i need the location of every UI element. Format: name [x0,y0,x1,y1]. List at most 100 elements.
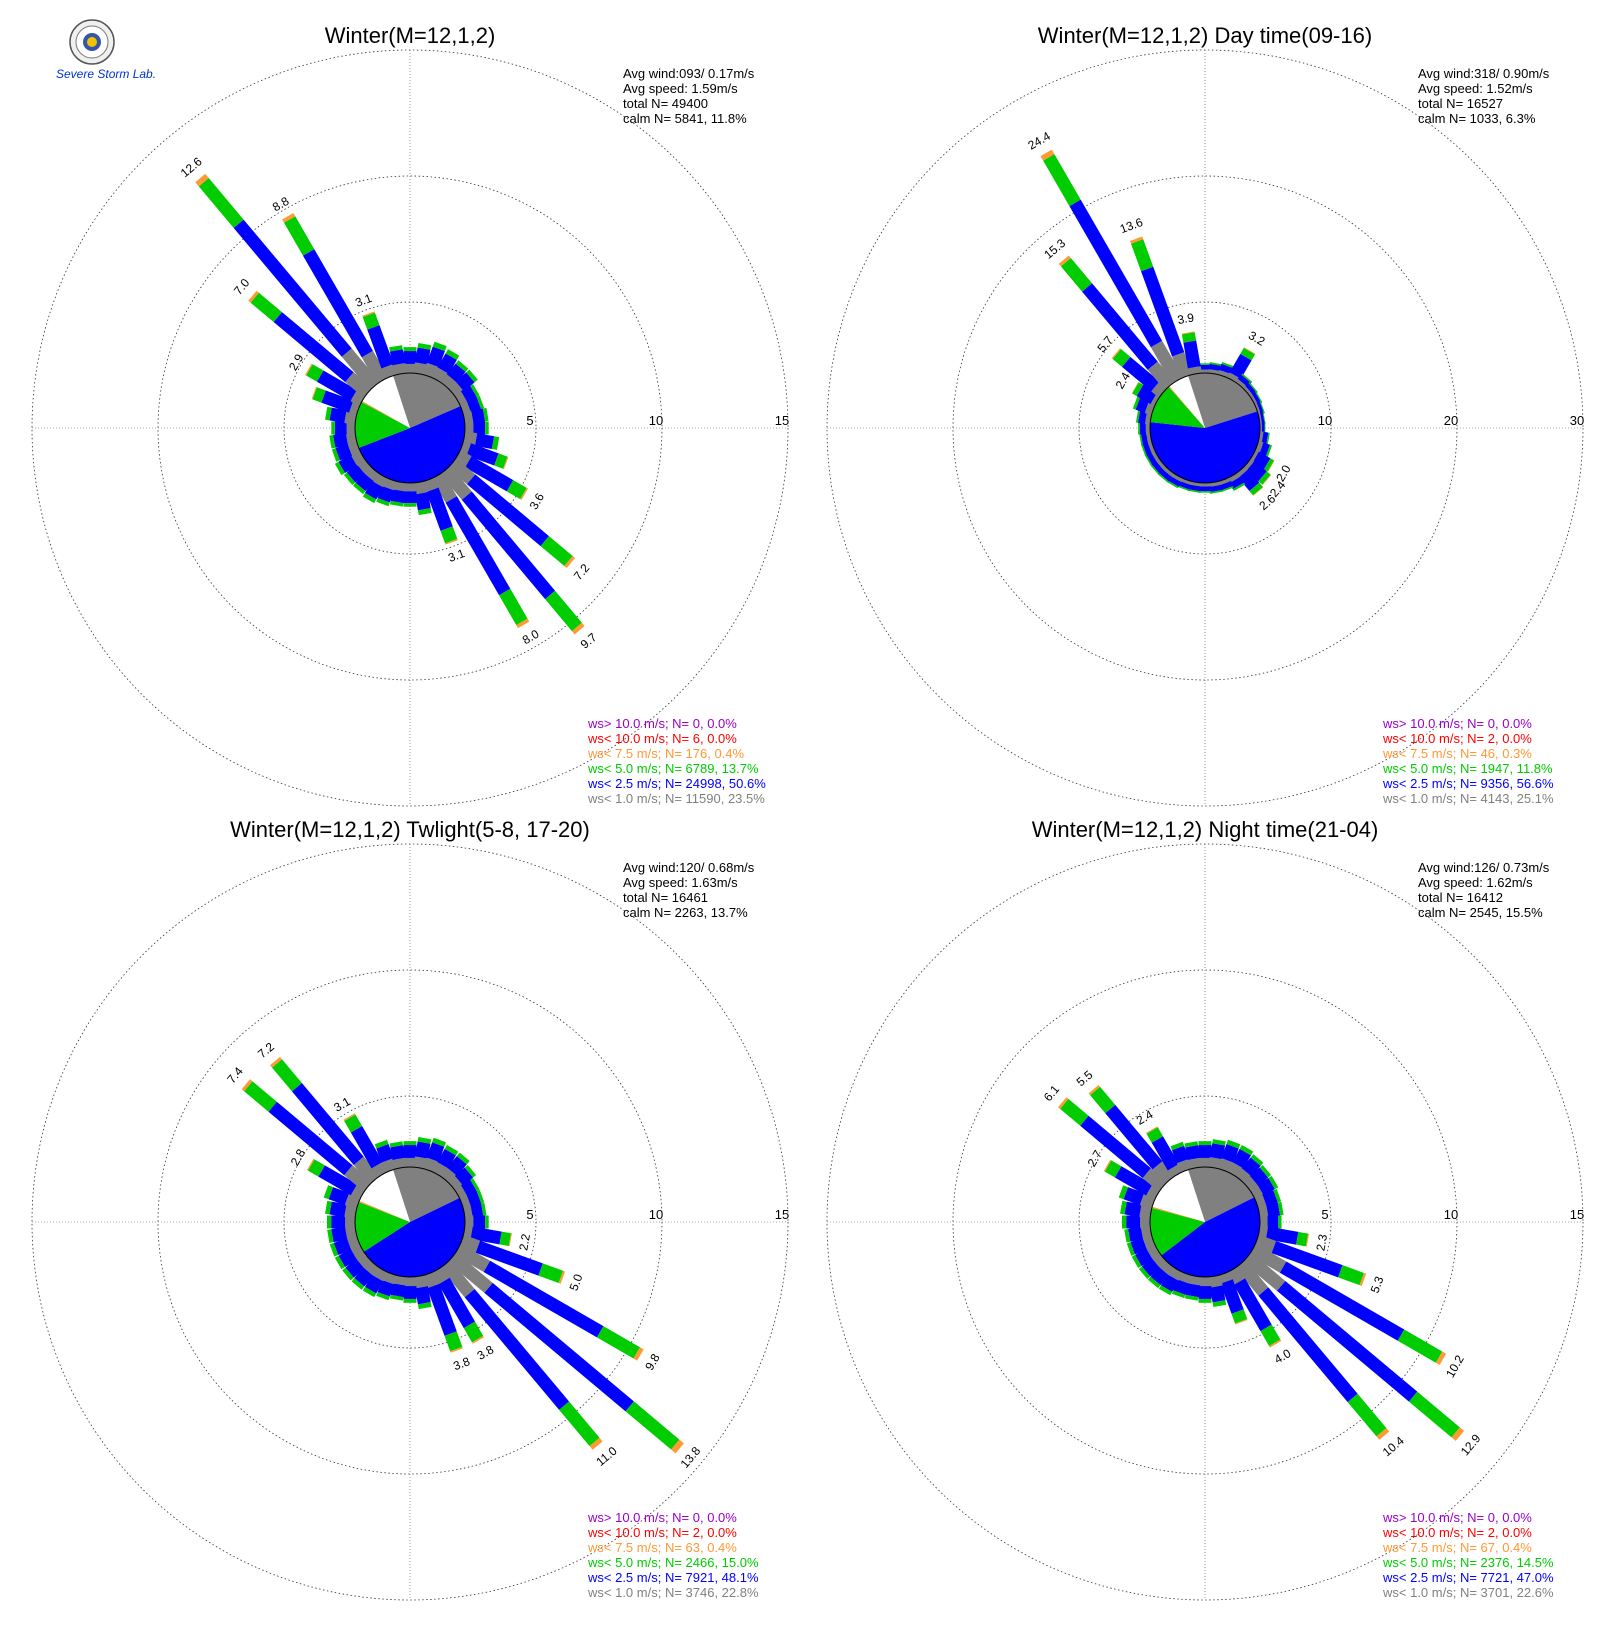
petal-segment [1138,421,1140,435]
petal-segment [1142,441,1152,457]
petal-segment [1278,1215,1282,1229]
petal-segment [1142,1168,1168,1192]
petal-segment [1231,1309,1248,1324]
petal-segment [307,1159,325,1177]
petal-segment [1157,472,1169,483]
petal-segment [466,474,549,547]
petal [1198,1277,1212,1303]
petal-segment [1152,1161,1175,1185]
petal-segment [1060,258,1093,292]
petal-segment [302,249,373,358]
petal-segment [1181,332,1197,343]
petal [1198,483,1212,493]
petal-segment [390,1145,406,1161]
petal [1118,1185,1156,1210]
wind-rose-panel: Winter(M=12,1,2) Twlight(5-8, 17-20) 5 10 1… [31,817,789,1601]
petal-segment [1198,486,1212,492]
petal-segment [437,1148,456,1169]
petal-segment [331,448,340,462]
tick-label: 10 [649,1207,663,1222]
wind-rose-panel: Winter(M=12,1,2) Night time(21-04) 5 10 15 2… [826,817,1584,1601]
petal-segment [1279,1261,1405,1341]
petal-value-label: 2.7 [1085,1147,1106,1169]
petal-segment [1124,1201,1142,1218]
petal-segment [1146,1126,1158,1134]
petal-segment [633,1347,644,1361]
legend-entry: ws< 2.5 m/s; N= 9356, 56.6% [1382,776,1554,791]
petal-segment [589,1437,603,1450]
petal-segment [1126,1215,1141,1229]
petal-segment [334,421,347,435]
petal [241,1079,373,1192]
core-sector [1150,411,1260,484]
petal-segment [1158,1285,1173,1296]
petal-segment [1273,1188,1282,1203]
petal-segment [1111,348,1121,359]
petal-segment [1376,1428,1390,1440]
petal-segment [466,443,499,466]
petal-segment [1130,236,1144,244]
tick-label: 10 [1318,413,1332,428]
petal-segment [1221,1144,1239,1163]
petal-value-label: 2.8 [288,1146,309,1168]
petal-segment [1172,352,1193,379]
petal-segment [450,1346,463,1353]
petal [1122,1215,1150,1229]
petal-segment [1128,1226,1144,1242]
petal-value-label: 6.1 [1041,1082,1063,1104]
petal-segment [1242,1252,1286,1291]
petal-segment [417,1302,432,1310]
petal-value-label: 11.0 [594,1444,620,1469]
petal-value-label: 9.7 [578,630,600,652]
petal [1249,1243,1447,1365]
petal-segment [1435,1351,1447,1365]
petal-segment [1220,486,1234,493]
petal-segment [334,461,346,476]
petal-segment [1140,443,1147,457]
petal-segment [1265,1226,1299,1245]
petal-segment [1118,1185,1129,1200]
stat-total: total N= 16527 [1418,96,1503,111]
petal-segment [475,1240,543,1276]
petal-segment [362,1286,377,1298]
petal [459,1234,566,1284]
legend-entry: ws< 10.0 m/s; N= 2, 0.0% [587,1525,737,1540]
core-sector [393,373,461,428]
petal-segment [1122,1215,1127,1229]
petal-segment [1208,1275,1223,1288]
petal [195,173,380,391]
petal-segment [1248,382,1258,393]
panel-title: Winter(M=12,1,2) Night time(21-04) [1032,817,1379,842]
tick-label: 15 [775,413,789,428]
petal [389,345,407,375]
petal-segment [445,538,458,545]
petal [331,421,356,435]
petal-segment [1256,401,1265,415]
petal-segment [354,1267,374,1287]
petal [327,1225,357,1243]
legend-entry: ws< 7.5 m/s; N= 67, 0.4% [1382,1540,1532,1555]
legend-entry: ws< 10.0 m/s; N= 2, 0.0% [1382,731,1532,746]
core-outline [1149,1166,1261,1278]
petal [1217,1271,1248,1325]
petal-segment [1112,349,1131,367]
petal-segment [1135,397,1150,413]
stat-calm: calm N= 2263, 13.7% [623,905,748,920]
petal-segment [470,1202,484,1218]
petal-segment [1185,1145,1201,1161]
petal-value-label: 5.5 [1074,1067,1096,1089]
petal-segment [1246,461,1267,482]
petal [1130,236,1193,379]
petal-segment [345,431,357,446]
petal-segment [374,1139,389,1149]
petal-segment [273,312,354,383]
tick-label: 10 [649,413,663,428]
petal-segment [432,1137,446,1147]
logo: Severe Storm Lab. [56,19,156,81]
stat-avg-speed: Avg speed: 1.63m/s [623,875,738,890]
petal-segment [1269,1339,1282,1348]
petal-segment [403,1277,417,1287]
petal-segment [333,432,349,448]
petal-segment [444,1145,459,1156]
